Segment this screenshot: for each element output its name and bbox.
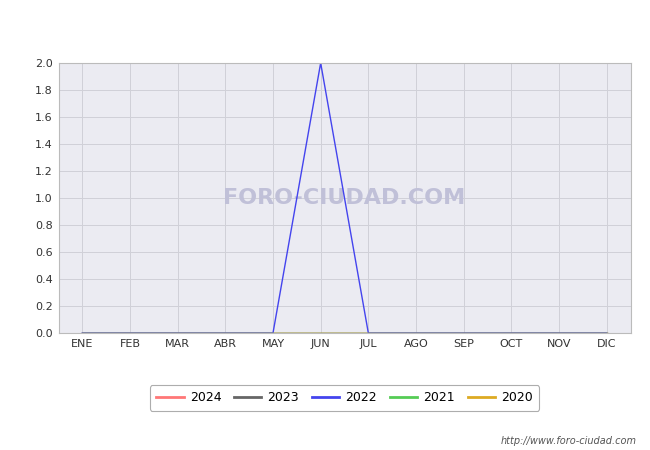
Text: http://www.foro-ciudad.com: http://www.foro-ciudad.com bbox=[501, 436, 637, 446]
Text: Matriculaciones de Vehiculos en Anadón: Matriculaciones de Vehiculos en Anadón bbox=[158, 10, 492, 28]
Legend: 2024, 2023, 2022, 2021, 2020: 2024, 2023, 2022, 2021, 2020 bbox=[150, 385, 540, 411]
Text: FORO-CIUDAD.COM: FORO-CIUDAD.COM bbox=[224, 188, 465, 208]
